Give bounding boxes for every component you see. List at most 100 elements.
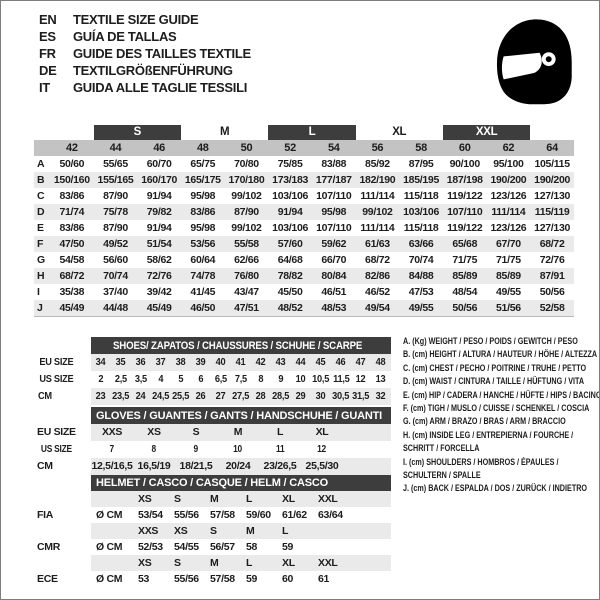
section-header-row: GLOVES / GUANTES / GANTS / HANDSCHUHE / … bbox=[37, 407, 391, 424]
cell-text: H bbox=[37, 270, 45, 282]
table-cell: 85/89 bbox=[442, 268, 487, 284]
cell-text: 30,5 bbox=[332, 390, 350, 402]
column-header-cell: 42 bbox=[50, 140, 94, 156]
cell-text: 71/75 bbox=[496, 254, 521, 266]
cell-text: 18/21,5 bbox=[179, 460, 213, 472]
unit-cell bbox=[91, 555, 131, 571]
cell-text: S bbox=[174, 493, 181, 505]
table-cell: 31,5 bbox=[351, 388, 371, 405]
table-cell: 107/110 bbox=[442, 204, 487, 220]
cell-text: 187/198 bbox=[446, 174, 483, 186]
table-cell: 56/60 bbox=[94, 252, 138, 268]
table-cell: 47/51 bbox=[224, 300, 269, 317]
cell-text: IT bbox=[39, 80, 50, 95]
cell-text: 55/56 bbox=[174, 509, 199, 521]
table-cell: S bbox=[203, 523, 239, 539]
table-cell: 182/190 bbox=[355, 172, 400, 188]
table-cell: 9 bbox=[175, 441, 217, 458]
row-label-cell: A bbox=[34, 156, 50, 172]
cell-text: 6,5 bbox=[214, 373, 228, 385]
cell-text: 10 bbox=[233, 443, 243, 455]
cell-text: 47/53 bbox=[408, 286, 434, 298]
table-cell: 95/100 bbox=[487, 156, 531, 172]
row-label-cell: D bbox=[34, 204, 50, 220]
cell-text: 115/119 bbox=[534, 206, 570, 218]
cell-text: M bbox=[233, 426, 243, 438]
table-row: EU SIZE 34 35 36 37 38 39 40 41 42 43 44 45 46 47 48 bbox=[37, 354, 391, 371]
cell-text: 182/190 bbox=[359, 174, 396, 186]
table-cell: 95/98 bbox=[181, 220, 225, 236]
cell-text: SCHRITT / FORCELLA bbox=[403, 443, 480, 454]
filler-cell bbox=[347, 523, 391, 539]
cell-text: M bbox=[210, 493, 219, 505]
cell-text: 79/82 bbox=[146, 206, 172, 218]
table-cell: 46/52 bbox=[356, 284, 400, 300]
column-header-cell: 56 bbox=[355, 140, 400, 156]
table-cell: 87/90 bbox=[94, 188, 138, 204]
cell-text: 7,5 bbox=[234, 373, 248, 385]
table-row: EU SIZE XXS XS S M L XL bbox=[37, 424, 391, 441]
cell-text: 107/110 bbox=[316, 190, 352, 202]
cell-text: 190/200 bbox=[490, 174, 527, 186]
cell-text: XS bbox=[147, 426, 161, 438]
cell-text: 91/94 bbox=[146, 222, 172, 234]
cell-text: ECE bbox=[37, 573, 58, 585]
cell-text: 10 bbox=[296, 373, 306, 385]
table-cell: 46/50 bbox=[180, 300, 225, 317]
cell-text: TEXTILE SIZE GUIDE bbox=[73, 12, 199, 27]
cell-text: 34 bbox=[96, 356, 106, 368]
table-cell: 61 bbox=[311, 571, 347, 587]
table-cell: 115/118 bbox=[399, 188, 443, 204]
cell-text: 65/68 bbox=[452, 238, 478, 250]
cell-text: 41/45 bbox=[190, 286, 216, 298]
cell-text: 6 bbox=[198, 373, 204, 385]
table-cell: 127/130 bbox=[530, 220, 574, 236]
cell-text: GUÍA DE TALLAS bbox=[73, 29, 177, 44]
table-cell: 51/54 bbox=[137, 236, 181, 252]
table-cell: 47/50 bbox=[50, 236, 94, 252]
table-cell: XL bbox=[301, 424, 343, 441]
cell-text: 57/60 bbox=[277, 238, 303, 250]
cell-text: ES bbox=[39, 29, 56, 44]
cell-text: 66/70 bbox=[321, 254, 347, 266]
cell-text: 91/94 bbox=[277, 206, 303, 218]
header-spacer-cell bbox=[37, 475, 91, 491]
unit-cell: Ø CM bbox=[91, 571, 131, 587]
cell-text: 45/49 bbox=[146, 302, 172, 314]
table-cell: 105/115 bbox=[530, 156, 574, 172]
table-cell: 87/91 bbox=[530, 268, 574, 284]
table-cell: 20/24 bbox=[217, 458, 259, 475]
table-row: XS S M L XL XXL bbox=[37, 555, 391, 571]
language-code: EN bbox=[39, 11, 73, 28]
cell-text: FIA bbox=[37, 509, 54, 521]
cell-text: 3,5 bbox=[134, 373, 148, 385]
table-cell: M bbox=[203, 491, 239, 507]
table-cell: M bbox=[239, 523, 275, 539]
cell-text: 170/180 bbox=[228, 174, 265, 186]
filler-cell bbox=[347, 491, 391, 507]
cell-text: S bbox=[174, 557, 181, 569]
cell-text: EU SIZE bbox=[37, 426, 76, 438]
cell-text: 67/70 bbox=[496, 238, 521, 250]
table-cell: S bbox=[167, 555, 203, 571]
row-label-cell: FIA bbox=[37, 507, 91, 523]
table-cell: 36 bbox=[131, 354, 151, 371]
cell-text: 39/42 bbox=[146, 286, 172, 298]
table-row: CM 12,5/16,5 16,5/19 18/21,5 20/24 23/26,5 25,… bbox=[37, 458, 391, 475]
language-title: GUIDA ALLE TAGLIE TESSILI bbox=[73, 79, 247, 96]
cell-text: 38 bbox=[176, 356, 186, 368]
cell-text: 119/122 bbox=[447, 190, 483, 202]
cell-text: 99/102 bbox=[362, 206, 393, 218]
cell-text: 83/86 bbox=[59, 222, 85, 234]
cell-text: 24 bbox=[136, 390, 146, 402]
table-cell: 103/106 bbox=[268, 188, 312, 204]
row-label-cell: EU SIZE bbox=[37, 424, 91, 441]
table-cell: 2,5 bbox=[111, 371, 131, 388]
cell-text: 13 bbox=[376, 373, 386, 385]
table-cell: 43/47 bbox=[225, 284, 269, 300]
table-cell: 177/187 bbox=[311, 172, 356, 188]
header-spacer-cell bbox=[37, 407, 91, 424]
table-cell: 45 bbox=[311, 354, 331, 371]
cell-text: 173/183 bbox=[272, 174, 309, 186]
table-cell: 28 bbox=[251, 388, 271, 405]
